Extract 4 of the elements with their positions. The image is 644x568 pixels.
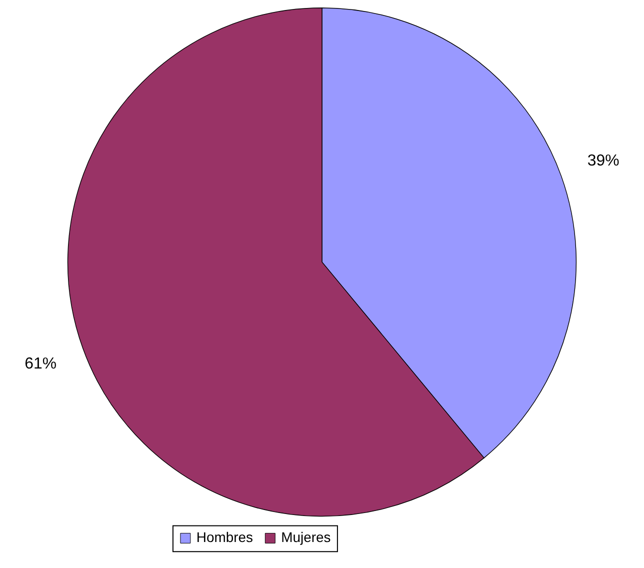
legend-label: Mujeres [281, 529, 331, 546]
legend-label: Hombres [196, 529, 253, 546]
data-label: 39% [587, 152, 620, 170]
data-label: 61% [24, 355, 57, 372]
